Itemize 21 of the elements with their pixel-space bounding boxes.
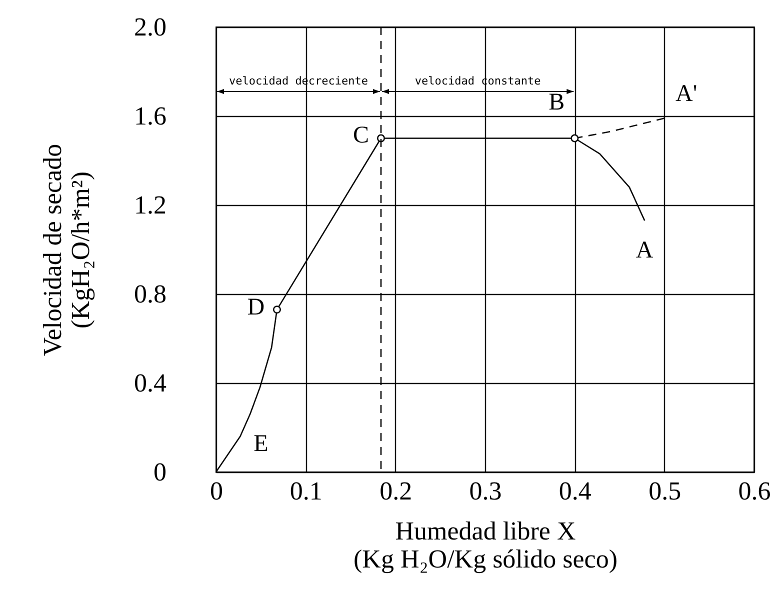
x-tick-label: 0 (210, 476, 223, 506)
y-tick-label: 1.2 (134, 190, 166, 220)
y-axis-title: Velocidad de secado (KgH₂O/h*m²) (38, 144, 95, 356)
x-tick-label: 0.1 (290, 476, 322, 506)
x-tick-label: 0.2 (380, 476, 412, 506)
x-tick-label: 0.6 (738, 476, 771, 506)
annotation: A' (676, 81, 698, 108)
x-tick-label: 0.3 (469, 476, 502, 506)
y-tick-label: 1.6 (134, 102, 166, 130)
annotation: B (548, 89, 565, 116)
annotation: A (636, 238, 654, 264)
y-tick-label: 0.8 (134, 280, 166, 308)
annotation: D (247, 294, 265, 321)
x-tick-label: 0.5 (648, 476, 682, 506)
y-tick-label: 0.4 (134, 368, 166, 398)
x-axis-title: Humedad libre X (Kg H₂O/Kg sólido seco) (354, 516, 618, 574)
x-tick-label: 0.4 (558, 476, 592, 506)
annotation: C (352, 122, 369, 148)
annotation: E (254, 431, 268, 457)
y-tick-label: 0 (154, 458, 166, 486)
y-tick-label: 2.0 (134, 12, 166, 42)
